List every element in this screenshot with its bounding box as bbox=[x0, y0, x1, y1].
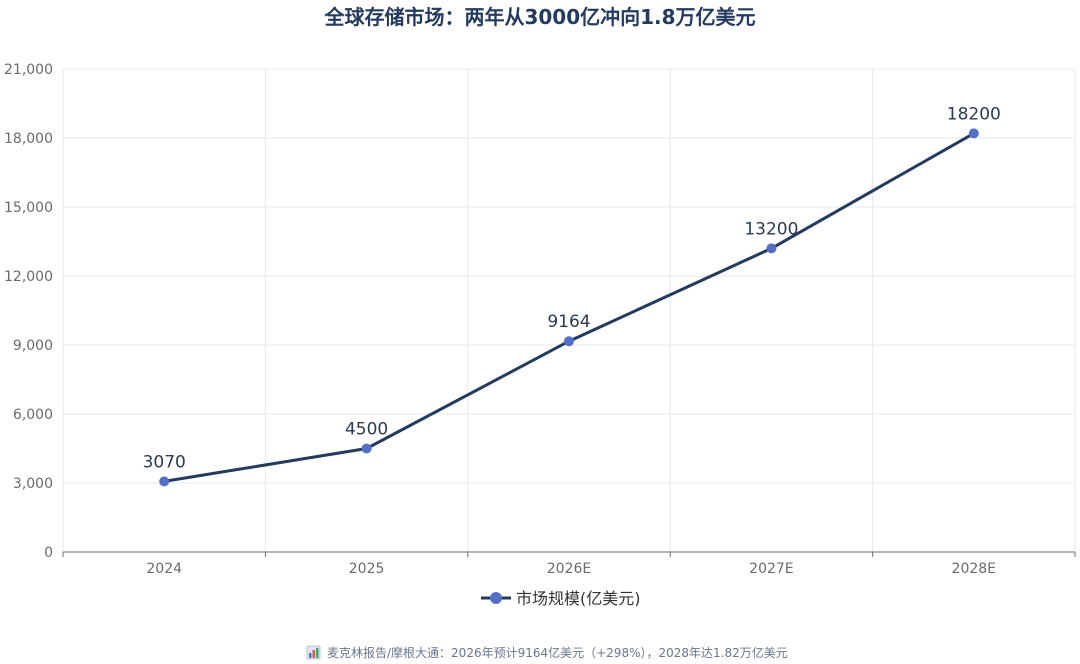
x-tick-label: 2024 bbox=[146, 561, 182, 577]
x-tick-label: 2026E bbox=[547, 561, 591, 577]
series-line bbox=[162, 131, 976, 483]
data-label: 4500 bbox=[345, 420, 388, 440]
y-tick-label: 12,000 bbox=[4, 269, 53, 285]
data-point[interactable] bbox=[968, 128, 979, 139]
series-market-size bbox=[159, 128, 979, 487]
bar-chart-icon bbox=[306, 645, 321, 660]
y-tick-label: 21,000 bbox=[4, 62, 53, 78]
x-axis-ticks: 2024 2025 2026E 2027E 2028E bbox=[146, 561, 996, 577]
y-tick-label: 6,000 bbox=[13, 407, 53, 423]
x-tick-label: 2027E bbox=[749, 561, 793, 577]
grid-lines bbox=[62, 68, 1076, 552]
axes bbox=[62, 551, 1076, 557]
y-tick-label: 0 bbox=[44, 545, 53, 561]
data-point[interactable] bbox=[564, 336, 574, 347]
y-tick-label: 15,000 bbox=[4, 200, 53, 216]
y-tick-label: 9,000 bbox=[13, 338, 53, 354]
legend-label: 市场规模(亿美元) bbox=[516, 589, 641, 608]
data-labels: 3070 4500 9164 13200 18200 bbox=[143, 104, 1001, 472]
y-tick-label: 3,000 bbox=[13, 476, 53, 492]
footer-text: 麦克林报告/摩根大通：2026年预计9164亿美元（+298%），2028年达1… bbox=[327, 645, 788, 660]
footer-source: 麦克林报告/摩根大通：2026年预计9164亿美元（+298%），2028年达1… bbox=[306, 645, 788, 660]
chart-title: 全球存储市场：两年从3000亿冲向1.8万亿美元 bbox=[323, 5, 755, 29]
y-tick-label: 18,000 bbox=[4, 131, 53, 147]
data-label: 13200 bbox=[744, 219, 798, 239]
x-tick-label: 2025 bbox=[349, 561, 385, 577]
data-label: 9164 bbox=[547, 312, 590, 332]
legend-marker-swatch bbox=[490, 592, 502, 604]
data-label: 18200 bbox=[947, 104, 1001, 124]
x-tick-label: 2028E bbox=[952, 561, 996, 577]
data-point[interactable] bbox=[361, 443, 372, 454]
data-label: 3070 bbox=[143, 452, 186, 472]
y-axis-ticks: 0 3,000 6,000 9,000 12,000 15,000 18,000 21,000 bbox=[4, 62, 53, 561]
data-point[interactable] bbox=[766, 243, 777, 254]
legend[interactable]: 市场规模(亿美元) bbox=[481, 589, 641, 608]
data-point[interactable] bbox=[159, 476, 170, 487]
